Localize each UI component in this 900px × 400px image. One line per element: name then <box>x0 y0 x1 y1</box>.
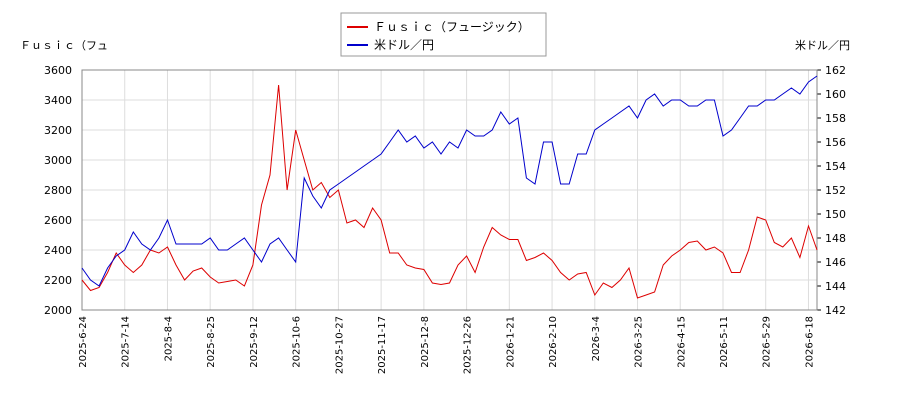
x-tick-label: 2025-7-14 <box>121 316 132 368</box>
y-tick-label: 3600 <box>44 64 72 77</box>
y2-tick-label: 156 <box>825 136 846 149</box>
y-tick-label: 3000 <box>44 154 72 167</box>
y-tick-label: 2000 <box>44 304 72 317</box>
x-tick-label: 2025-6-24 <box>78 316 89 368</box>
x-tick-label: 2026-6-18 <box>804 316 815 368</box>
y2-tick-label: 160 <box>825 88 846 101</box>
y2-tick-label: 142 <box>825 304 846 317</box>
x-tick-label: 2025-11-17 <box>377 316 388 374</box>
y-tick-label: 3400 <box>44 94 72 107</box>
x-tick-label: 2025-12-8 <box>420 316 431 368</box>
x-tick-label: 2026-5-11 <box>719 316 730 368</box>
y-tick-label: 2600 <box>44 214 72 227</box>
y-tick-label: 2800 <box>44 184 72 197</box>
y-tick-label: 3200 <box>44 124 72 137</box>
y2-tick-label: 154 <box>825 160 846 173</box>
x-tick-label: 2025-10-27 <box>334 316 345 374</box>
x-tick-label: 2026-5-29 <box>762 316 773 368</box>
y-tick-label: 2200 <box>44 274 72 287</box>
legend-label: Ｆｕｓｉｃ（フュージック） <box>374 20 530 34</box>
x-tick-label: 2026-3-4 <box>591 316 602 361</box>
y2-tick-label: 144 <box>825 280 846 293</box>
data-line <box>81 75 818 287</box>
x-tick-label: 2025-12-26 <box>463 316 474 374</box>
x-tick-label: 2026-2-10 <box>548 316 559 368</box>
plot-frame <box>81 69 818 311</box>
legend-label: 米ドル／円 <box>374 38 434 52</box>
y2-tick-label: 152 <box>825 184 846 197</box>
y2-tick-label: 148 <box>825 232 846 245</box>
x-tick-label: 2026-3-25 <box>634 316 645 368</box>
y2-tick-label: 158 <box>825 112 846 125</box>
x-tick-label: 2026-4-15 <box>676 316 687 368</box>
data-line <box>81 84 818 299</box>
x-tick-label: 2025-10-6 <box>292 316 303 368</box>
y-tick-label: 2400 <box>44 244 72 257</box>
y2-tick-label: 162 <box>825 64 846 77</box>
legend-box <box>340 12 547 57</box>
x-tick-label: 2025-8-25 <box>206 316 217 368</box>
y-axis-label: Ｆｕｓｉｃ（フュ <box>20 39 108 52</box>
y2-tick-label: 150 <box>825 208 846 221</box>
x-tick-label: 2025-9-12 <box>249 316 260 368</box>
x-tick-label: 2026-1-21 <box>505 316 516 368</box>
y2-axis-label: 米ドル／円 <box>795 39 850 52</box>
y2-tick-label: 146 <box>825 256 846 269</box>
x-tick-label: 2025-8-4 <box>163 316 174 361</box>
